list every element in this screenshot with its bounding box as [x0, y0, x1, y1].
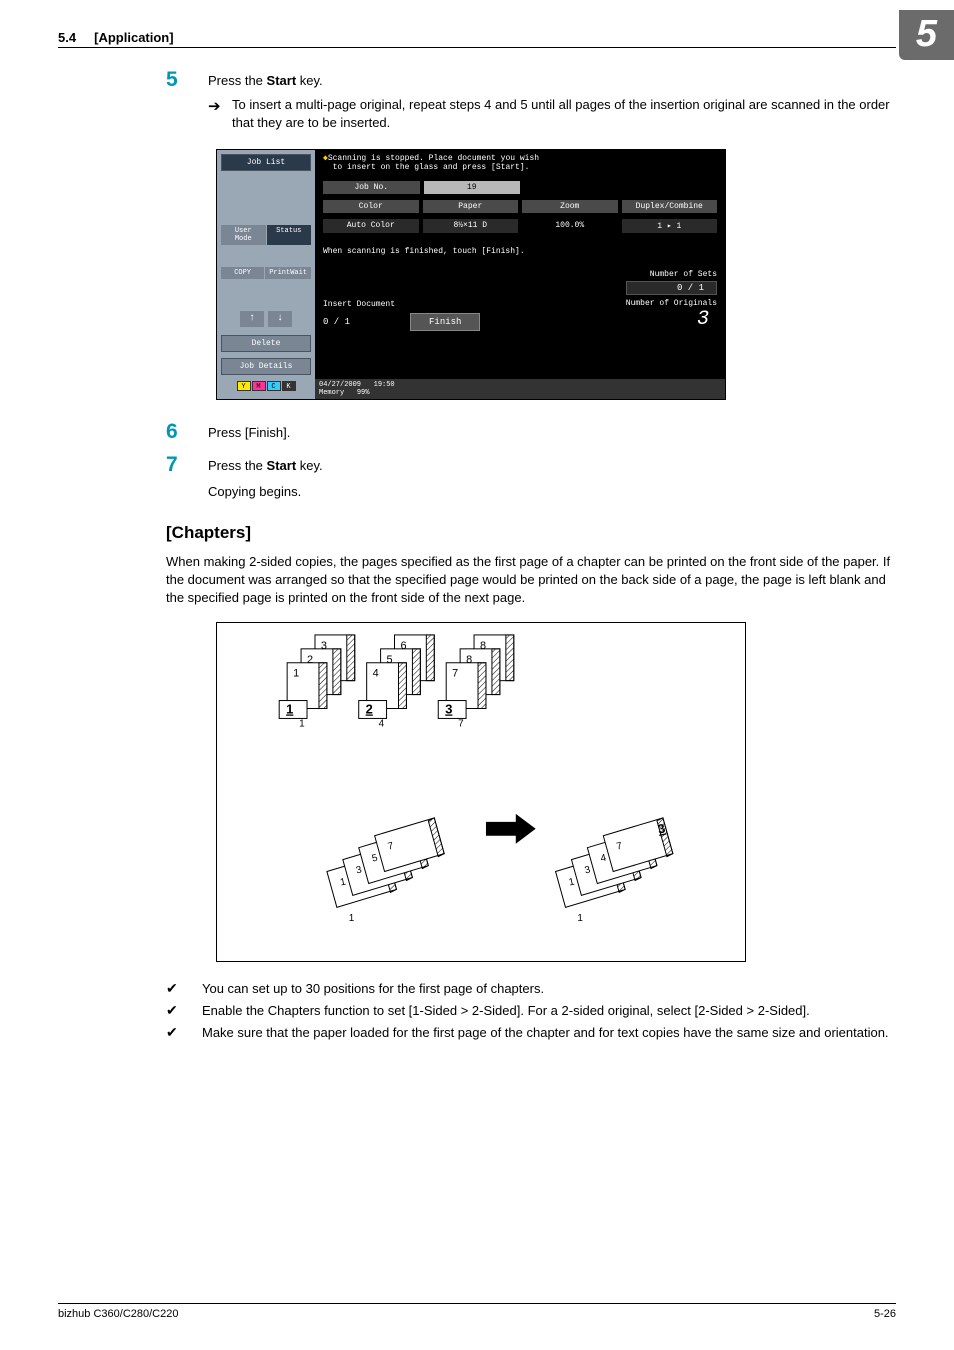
svg-text:1: 1	[577, 913, 583, 924]
memory-label: Memory	[319, 389, 344, 397]
note-item: ✔ Enable the Chapters function to set [1…	[166, 1002, 896, 1020]
step-6: 6 Press [Finish].	[166, 420, 896, 443]
chapters-description: When making 2-sided copies, the pages sp…	[166, 553, 896, 608]
sets-label: Number of Sets	[626, 270, 717, 279]
insert-doc-value: 0 / 1	[323, 317, 350, 327]
date-value: 04/27/2009	[319, 381, 361, 389]
down-arrow-button[interactable]: ↓	[268, 311, 292, 327]
status-message: ◆Scanning is stopped. Place document you…	[323, 154, 717, 173]
job-list-button[interactable]: Job List	[221, 154, 311, 171]
note-text: You can set up to 30 positions for the f…	[202, 980, 896, 998]
combine-value: 1 ▸ 1	[622, 219, 718, 233]
status-tab[interactable]: Status	[267, 225, 312, 245]
originals-label: Number of Originals	[626, 299, 717, 308]
delete-button[interactable]: Delete	[221, 335, 311, 352]
svg-text:1: 1	[293, 667, 299, 679]
finish-button[interactable]: Finish	[410, 313, 480, 331]
step-text: Press [Finish].	[208, 420, 896, 443]
copy-tab[interactable]: COPY	[221, 267, 264, 279]
note-item: ✔ Make sure that the paper loaded for th…	[166, 1024, 896, 1042]
step-number: 6	[166, 420, 208, 443]
svg-text:4: 4	[379, 718, 385, 729]
step-substep: To insert a multi-page original, repeat …	[232, 96, 896, 132]
zoom-header: Zoom	[522, 200, 618, 213]
chapters-heading: [Chapters]	[166, 523, 896, 543]
memory-value: 99%	[357, 389, 370, 397]
chapter-badge: 5	[899, 10, 954, 60]
job-details-button[interactable]: Job Details	[221, 358, 311, 375]
svg-text:3: 3	[445, 701, 452, 716]
svg-text:1: 1	[299, 718, 305, 729]
finish-hint: When scanning is finished, touch [Finish…	[323, 247, 717, 256]
start-key-label: Start	[267, 458, 297, 473]
step-number: 7	[166, 453, 208, 501]
usermode-tab[interactable]: User Mode	[221, 225, 266, 245]
svg-text:4: 4	[373, 667, 379, 679]
chapters-diagram: 321116542488737 135371 1324731	[216, 622, 746, 962]
page-footer: bizhub C360/C280/C220 5-26	[58, 1303, 896, 1320]
toner-levels: Y M C K	[217, 379, 315, 399]
svg-text:7: 7	[452, 667, 458, 679]
check-icon: ✔	[166, 1002, 202, 1020]
arrow-icon: ➔	[208, 96, 232, 132]
check-icon: ✔	[166, 980, 202, 998]
time-value: 19:50	[374, 381, 395, 389]
step-7: 7 Press the Start key. Copying begins.	[166, 453, 896, 501]
paper-value: 8½×11 D	[423, 219, 519, 233]
color-header: Color	[323, 200, 419, 213]
section-title: [Application]	[94, 30, 173, 45]
up-arrow-button[interactable]: ↑	[240, 311, 264, 327]
model-label: bizhub C360/C280/C220	[58, 1308, 178, 1320]
notes-list: ✔ You can set up to 30 positions for the…	[166, 980, 896, 1043]
note-text: Enable the Chapters function to set [1-S…	[202, 1002, 896, 1020]
toner-k: K	[282, 381, 296, 391]
note-text: Make sure that the paper loaded for the …	[202, 1024, 896, 1042]
printwait-tab[interactable]: PrintWait	[265, 267, 311, 279]
step-text: Press the	[208, 73, 267, 88]
zoom-value: 100.0%	[522, 219, 618, 233]
originals-value: 3	[626, 308, 717, 331]
insert-doc-label: Insert Document	[323, 300, 480, 309]
toner-m: M	[252, 381, 266, 391]
paper-header: Paper	[423, 200, 519, 213]
step-5: 5 Press the Start key. ➔ To insert a mul…	[166, 68, 896, 133]
check-icon: ✔	[166, 1024, 202, 1042]
step-text: Press the	[208, 458, 267, 473]
page-header: 5.4 [Application]	[58, 30, 896, 48]
note-item: ✔ You can set up to 30 positions for the…	[166, 980, 896, 998]
printer-screen: Job List User Mode Status COPY PrintWait…	[216, 149, 726, 400]
combine-header: Duplex/Combine	[622, 200, 718, 213]
svg-text:1: 1	[286, 701, 293, 716]
step-substep: Copying begins.	[208, 483, 896, 501]
job-no-label: Job No.	[323, 181, 420, 194]
sets-value: 0 / 1	[626, 281, 717, 295]
page-number: 5-26	[874, 1308, 896, 1320]
start-key-label: Start	[267, 73, 297, 88]
svg-text:2: 2	[366, 701, 373, 716]
toner-y: Y	[237, 381, 251, 391]
svg-text:7: 7	[458, 718, 464, 729]
svg-text:1: 1	[349, 913, 355, 924]
section-number: 5.4	[58, 30, 76, 45]
color-value: Auto Color	[323, 219, 419, 233]
job-no-value: 19	[424, 181, 521, 194]
toner-c: C	[267, 381, 281, 391]
step-number: 5	[166, 68, 208, 133]
